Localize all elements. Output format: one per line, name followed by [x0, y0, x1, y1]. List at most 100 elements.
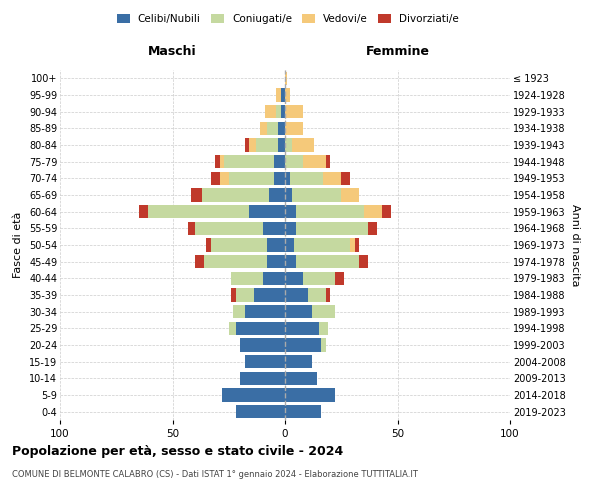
Bar: [285, 405, 321, 418]
Bar: [240, 338, 285, 351]
Bar: [303, 155, 325, 168]
Bar: [263, 222, 285, 235]
Bar: [274, 155, 285, 168]
Bar: [281, 105, 285, 118]
Bar: [260, 122, 267, 135]
Bar: [256, 138, 278, 151]
Legend: Celibi/Nubili, Coniugati/e, Vedovi/e, Divorziati/e: Celibi/Nubili, Coniugati/e, Vedovi/e, Di…: [113, 10, 463, 29]
Bar: [263, 272, 285, 285]
Bar: [285, 255, 296, 268]
Text: Popolazione per età, sesso e stato civile - 2024: Popolazione per età, sesso e stato civil…: [12, 445, 343, 458]
Bar: [229, 322, 235, 335]
Bar: [188, 222, 195, 235]
Bar: [303, 272, 335, 285]
Bar: [276, 105, 281, 118]
Bar: [296, 205, 364, 218]
Bar: [267, 122, 278, 135]
Bar: [319, 322, 328, 335]
Bar: [211, 172, 220, 185]
Bar: [224, 155, 274, 168]
Bar: [269, 188, 285, 202]
Bar: [274, 172, 285, 185]
Bar: [312, 305, 335, 318]
Bar: [245, 138, 249, 151]
Bar: [292, 188, 341, 202]
Bar: [285, 138, 292, 151]
Text: Maschi: Maschi: [148, 46, 197, 59]
Bar: [285, 238, 294, 252]
Bar: [285, 288, 308, 302]
Bar: [265, 105, 276, 118]
Bar: [254, 288, 285, 302]
Y-axis label: Fasce di età: Fasce di età: [13, 212, 23, 278]
Bar: [285, 222, 296, 235]
Bar: [355, 238, 359, 252]
Bar: [359, 255, 368, 268]
Bar: [325, 155, 330, 168]
Bar: [290, 172, 323, 185]
Bar: [296, 222, 368, 235]
Bar: [294, 238, 350, 252]
Y-axis label: Anni di nascita: Anni di nascita: [569, 204, 580, 286]
Bar: [235, 405, 285, 418]
Bar: [233, 305, 245, 318]
Bar: [285, 188, 292, 202]
Bar: [335, 272, 343, 285]
Bar: [285, 372, 317, 385]
Bar: [267, 238, 285, 252]
Bar: [285, 205, 296, 218]
Bar: [341, 188, 359, 202]
Bar: [195, 255, 204, 268]
Bar: [191, 188, 202, 202]
Bar: [235, 288, 254, 302]
Bar: [382, 205, 391, 218]
Bar: [222, 388, 285, 402]
Bar: [296, 255, 359, 268]
Bar: [215, 155, 220, 168]
Bar: [285, 105, 303, 118]
Bar: [231, 288, 235, 302]
Bar: [148, 205, 249, 218]
Bar: [323, 172, 341, 185]
Text: Femmine: Femmine: [365, 46, 430, 59]
Bar: [276, 88, 281, 102]
Bar: [235, 322, 285, 335]
Bar: [240, 372, 285, 385]
Bar: [278, 138, 285, 151]
Bar: [204, 255, 267, 268]
Bar: [341, 172, 350, 185]
Text: COMUNE DI BELMONTE CALABRO (CS) - Dati ISTAT 1° gennaio 2024 - Elaborazione TUTT: COMUNE DI BELMONTE CALABRO (CS) - Dati I…: [12, 470, 418, 479]
Bar: [229, 172, 274, 185]
Bar: [249, 205, 285, 218]
Bar: [245, 355, 285, 368]
Bar: [285, 88, 290, 102]
Bar: [364, 205, 382, 218]
Bar: [368, 222, 377, 235]
Bar: [325, 288, 330, 302]
Bar: [321, 338, 325, 351]
Bar: [285, 272, 303, 285]
Bar: [267, 255, 285, 268]
Bar: [278, 122, 285, 135]
Bar: [206, 238, 211, 252]
Bar: [220, 155, 224, 168]
Bar: [285, 155, 303, 168]
Bar: [285, 305, 312, 318]
Bar: [249, 138, 256, 151]
Bar: [202, 188, 269, 202]
Bar: [308, 288, 325, 302]
Bar: [245, 305, 285, 318]
Bar: [211, 238, 267, 252]
Bar: [231, 272, 263, 285]
Bar: [195, 222, 263, 235]
Bar: [285, 122, 303, 135]
Bar: [285, 388, 335, 402]
Bar: [285, 172, 290, 185]
Bar: [139, 205, 148, 218]
Bar: [281, 88, 285, 102]
Bar: [220, 172, 229, 185]
Bar: [285, 322, 319, 335]
Bar: [292, 138, 314, 151]
Bar: [285, 338, 321, 351]
Bar: [285, 355, 312, 368]
